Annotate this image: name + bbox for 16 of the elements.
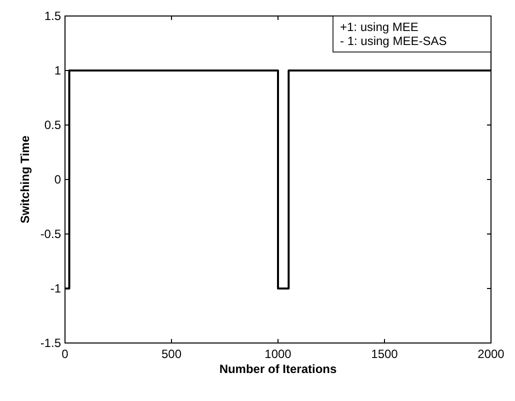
note-box: +1: using MEE - 1: using MEE-SAS [332,16,492,52]
y-tick-label: 1.5 [44,9,62,23]
x-tick-label: 1000 [264,347,292,361]
x-tick-label: 1500 [371,347,398,361]
y-tick-label: 1 [54,64,62,78]
x-tick-label: 2000 [478,347,505,361]
annotation: +1: using MEE [340,20,418,34]
y-tick-label: 0.5 [44,118,62,132]
y-tick-label: 0 [54,172,62,186]
annotation: - 1: using MEE-SAS [340,34,447,48]
y-axis-title: Switching Time [18,135,32,224]
x-axis-title: Number of Iterations [219,362,337,376]
y-tick-label: -0.5 [40,227,62,241]
x-tick-label: 500 [161,347,182,361]
y-tick-label: -1.5 [40,336,62,350]
y-tick-label: -1 [50,282,62,296]
